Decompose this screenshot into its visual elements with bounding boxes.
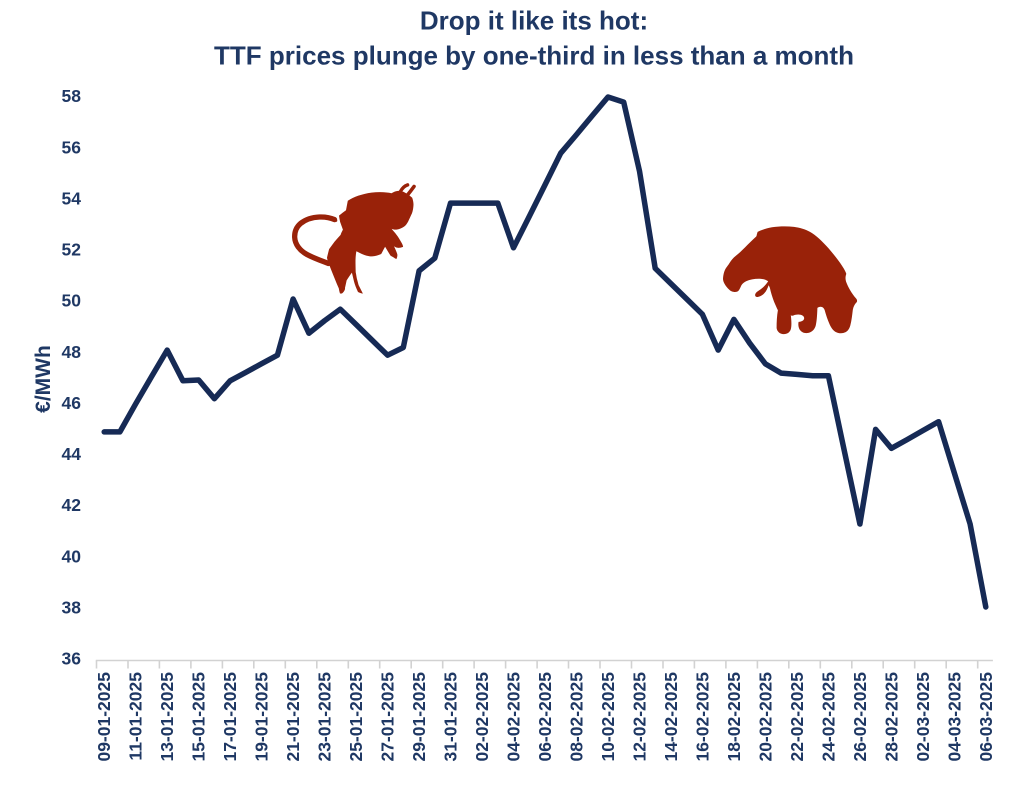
svg-text:11-01-2025: 11-01-2025 — [126, 672, 146, 761]
svg-text:08-02-2025: 08-02-2025 — [567, 672, 587, 762]
svg-text:12-02-2025: 12-02-2025 — [630, 672, 650, 762]
svg-text:18-02-2025: 18-02-2025 — [724, 672, 744, 762]
svg-text:50: 50 — [62, 291, 82, 311]
svg-text:17-01-2025: 17-01-2025 — [220, 672, 240, 762]
svg-text:02-02-2025: 02-02-2025 — [472, 672, 492, 762]
svg-text:48: 48 — [62, 342, 82, 362]
svg-text:28-02-2025: 28-02-2025 — [881, 672, 901, 762]
svg-text:19-01-2025: 19-01-2025 — [252, 672, 272, 762]
svg-text:€/MWh: €/MWh — [32, 345, 55, 413]
svg-text:25-01-2025: 25-01-2025 — [346, 672, 366, 762]
svg-text:52: 52 — [62, 240, 82, 260]
svg-text:04-02-2025: 04-02-2025 — [504, 672, 524, 762]
svg-text:29-01-2025: 29-01-2025 — [409, 672, 429, 762]
svg-text:21-01-2025: 21-01-2025 — [283, 672, 303, 762]
svg-text:23-01-2025: 23-01-2025 — [315, 672, 335, 762]
svg-text:40: 40 — [62, 546, 82, 566]
svg-text:16-02-2025: 16-02-2025 — [692, 672, 712, 762]
svg-text:36: 36 — [62, 649, 82, 669]
svg-text:26-02-2025: 26-02-2025 — [850, 672, 870, 762]
svg-text:58: 58 — [62, 86, 82, 106]
svg-text:10-02-2025: 10-02-2025 — [598, 672, 618, 762]
svg-text:15-01-2025: 15-01-2025 — [189, 672, 209, 762]
svg-text:22-02-2025: 22-02-2025 — [787, 672, 807, 762]
svg-text:09-01-2025: 09-01-2025 — [94, 672, 114, 762]
svg-text:46: 46 — [62, 393, 82, 413]
svg-text:02-03-2025: 02-03-2025 — [913, 672, 933, 762]
svg-text:27-01-2025: 27-01-2025 — [378, 672, 398, 762]
svg-text:14-02-2025: 14-02-2025 — [661, 672, 681, 762]
svg-text:Drop it like its hot:: Drop it like its hot: — [420, 6, 648, 36]
svg-text:13-01-2025: 13-01-2025 — [157, 672, 177, 762]
svg-text:06-03-2025: 06-03-2025 — [976, 672, 996, 762]
svg-text:20-02-2025: 20-02-2025 — [755, 672, 775, 762]
svg-text:42: 42 — [62, 495, 82, 515]
svg-text:54: 54 — [62, 188, 82, 208]
svg-text:04-03-2025: 04-03-2025 — [944, 672, 964, 762]
svg-text:31-01-2025: 31-01-2025 — [441, 672, 461, 762]
svg-text:38: 38 — [62, 597, 82, 617]
svg-text:44: 44 — [62, 444, 82, 464]
svg-text:56: 56 — [62, 137, 82, 157]
svg-text:06-02-2025: 06-02-2025 — [535, 672, 555, 762]
svg-text:TTF prices plunge by one-third: TTF prices plunge by one-third in less t… — [214, 41, 854, 71]
svg-text:24-02-2025: 24-02-2025 — [818, 672, 838, 762]
